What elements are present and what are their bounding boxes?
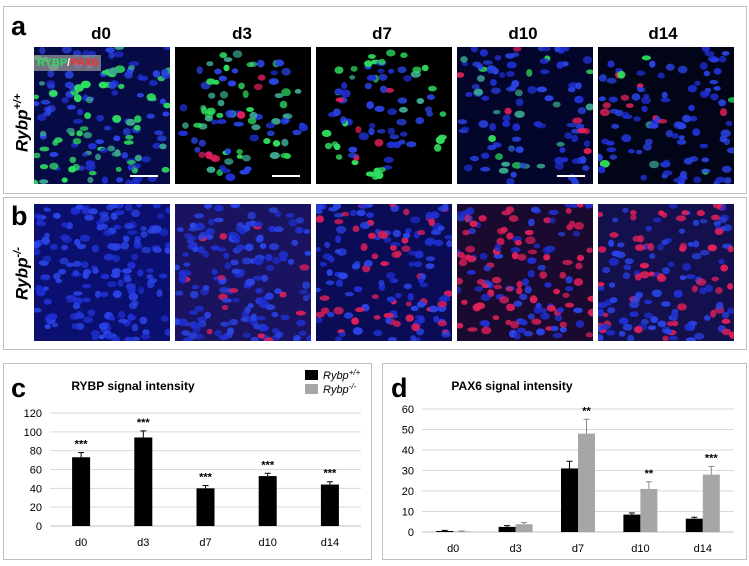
x-tick-label: d14 [694, 543, 712, 555]
row-label-wt: Rybp+/+ [12, 93, 32, 152]
y-tick-label: 50 [402, 425, 414, 437]
channel-separator: / [67, 57, 71, 69]
y-tick-label: 120 [24, 408, 42, 420]
x-tick-label: d14 [321, 537, 339, 549]
bar [578, 433, 595, 532]
day-label-d14: d14 [648, 24, 678, 43]
pax6-intensity-chart: PAX6 signal intensity 0 10 20 30 40 50 60 d0 d3 d7… [402, 379, 734, 555]
scale-bar-d10 [557, 175, 585, 177]
y-tick-label: 60 [30, 465, 42, 477]
y-tick-label: 100 [24, 427, 42, 439]
y-tick-label: 40 [402, 445, 414, 457]
micrograph-wt-d14 [598, 47, 734, 184]
rybp-intensity-chart: RYBP signal intensity 0 20 40 60 80 100 120 d0 **… [24, 368, 361, 549]
bar [196, 488, 215, 526]
panel-c-letter: c [11, 373, 27, 403]
rybp-channel-label: RYBP [37, 57, 68, 69]
y-tick-label: 60 [402, 404, 414, 416]
bar [515, 524, 533, 532]
x-tick-label: d0 [447, 543, 459, 555]
bar [623, 514, 641, 532]
micrograph-wt-d7 [316, 47, 452, 184]
bar [453, 531, 471, 532]
panel-d-letter: d [391, 373, 408, 403]
day-label-d7: d7 [372, 24, 392, 43]
channel-legend-overlay: RYBP/PAX6 [34, 55, 102, 71]
x-tick-label: d10 [259, 537, 277, 549]
y-tick-label: 0 [36, 521, 42, 533]
day-label-d10: d10 [508, 24, 538, 43]
micrograph-ko-d0 [34, 204, 170, 341]
scale-bar-d0 [130, 175, 158, 177]
bar [436, 530, 454, 532]
chart-title: PAX6 signal intensity [451, 379, 572, 393]
x-tick-label: d7 [199, 537, 211, 549]
day-label-d0: d0 [91, 24, 111, 43]
significance-marker: ** [645, 468, 654, 480]
row-label-ko: Rybp-/- [12, 247, 32, 300]
y-tick-label: 40 [30, 483, 42, 495]
bar [72, 457, 91, 526]
micrograph-wt-d3 [175, 47, 311, 184]
micrograph-ko-d14 [598, 204, 734, 341]
legend-entry: Rybp+/+ [323, 368, 361, 382]
y-tick-label: 80 [30, 446, 42, 458]
panel-b-letter: b [11, 201, 28, 231]
bar [498, 526, 516, 532]
significance-marker: *** [705, 452, 719, 464]
significance-marker: *** [137, 417, 151, 429]
x-tick-label: d3 [509, 543, 521, 555]
micrograph-ko-d7 [316, 204, 452, 341]
y-tick-label: 20 [402, 486, 414, 498]
bar [685, 518, 703, 532]
x-tick-label: d0 [75, 537, 87, 549]
y-tick-label: 0 [408, 527, 414, 539]
legend-swatch [305, 384, 318, 394]
day-label-d3: d3 [232, 24, 252, 43]
x-tick-label: d3 [137, 537, 149, 549]
bar [134, 437, 153, 526]
panel-a-letter: a [11, 11, 27, 41]
panel-c-frame [3, 363, 372, 560]
bar [640, 488, 658, 532]
legend-swatch [305, 370, 318, 380]
bar [702, 474, 720, 532]
y-tick-label: 10 [402, 507, 414, 519]
y-tick-label: 30 [402, 466, 414, 478]
pax6-channel-label: PAX6 [70, 57, 99, 69]
bar [561, 468, 578, 532]
x-tick-label: d10 [631, 543, 649, 555]
micrograph-ko-d10 [457, 204, 593, 341]
significance-marker: *** [323, 468, 337, 480]
significance-marker: *** [199, 472, 213, 484]
scale-bar-d3 [272, 175, 300, 177]
bar [320, 484, 339, 526]
significance-marker: *** [75, 439, 89, 451]
bar [258, 476, 277, 526]
x-tick-label: d7 [572, 543, 584, 555]
micrograph-ko-d3 [175, 204, 311, 341]
y-tick-label: 20 [30, 502, 42, 514]
significance-marker: *** [261, 459, 275, 471]
micrograph-wt-d10 [457, 47, 593, 184]
legend-entry: Rybp-/- [323, 382, 357, 396]
chart-title: RYBP signal intensity [71, 379, 195, 393]
significance-marker: ** [582, 405, 591, 417]
